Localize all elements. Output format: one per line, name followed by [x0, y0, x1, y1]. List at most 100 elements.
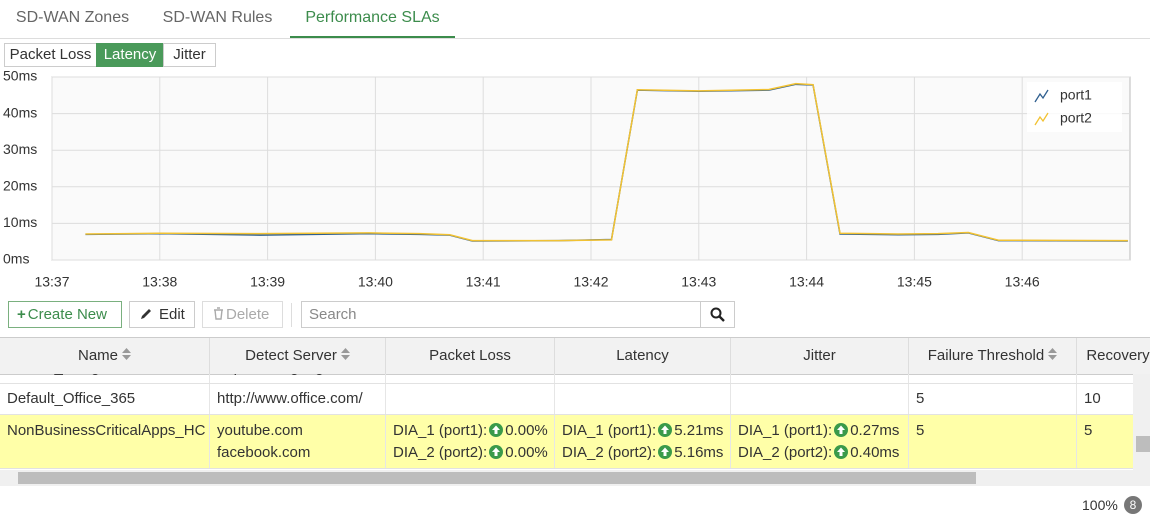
cell-text: youtube.com [217, 422, 303, 439]
table-cell: 10 [1077, 384, 1133, 414]
table-row[interactable]: NonBusinessCriticalApps_HC youtube.com fac… [0, 415, 1133, 469]
table-row[interactable]: Default_Google Search http://www.google.c… [0, 374, 1133, 384]
table-cell: Default_Office_365 [0, 384, 210, 414]
y-tick-label: 20ms [3, 178, 37, 194]
table-cell [731, 374, 909, 383]
table-cell [555, 384, 731, 414]
x-tick-label: 13:40 [358, 274, 393, 290]
edit-button[interactable]: Edit [129, 301, 195, 328]
y-tick-label: 30ms [3, 141, 37, 157]
column-label: Detect Server [245, 347, 337, 364]
cell-text: http://www.google.com/ [217, 374, 378, 379]
metric-line: DIA_1 (port1): 0.27ms [738, 420, 901, 442]
table-cell: 10 [1077, 374, 1133, 383]
column-label: Latency [616, 347, 669, 364]
y-tick-label: 40ms [3, 104, 37, 120]
table-cell: 5 [1077, 415, 1133, 468]
legend-swatch [1034, 112, 1049, 126]
table-cell: http://www.office.com/ [210, 384, 386, 414]
table-cell: Default_Google Search [0, 374, 210, 383]
table-cell: http://www.google.com/ [210, 374, 386, 383]
metric-line: DIA_1 (port1): 0.00% [393, 420, 548, 442]
separator [291, 303, 292, 327]
metric-label: DIA_2 (port2): [738, 444, 833, 461]
cell-text: 5 [916, 390, 925, 407]
scroll-thumb[interactable] [1136, 436, 1150, 452]
tab[interactable]: SD-WAN Rules [162, 9, 273, 26]
metric-label: DIA_1 (port1): [562, 422, 657, 439]
table-cell: DIA_1 (port1): 0.00% DIA_2 (port2): 0.00% [386, 415, 555, 468]
metric-value: 0.40ms [850, 444, 900, 461]
table-body: Default_Google Search http://www.google.c… [0, 374, 1133, 470]
column-header[interactable]: Name [0, 338, 210, 374]
table-cell: 5 [909, 415, 1077, 468]
x-tick-label: 13:45 [897, 274, 932, 290]
sort-icon[interactable] [340, 348, 350, 360]
cell-text: 10 [1084, 390, 1101, 407]
delete-button: Delete [202, 301, 283, 328]
v-scrollbar[interactable] [1133, 374, 1150, 486]
search-placeholder: Search [309, 306, 357, 323]
create-button[interactable]: + Create New [8, 301, 122, 328]
table-cell [386, 384, 555, 414]
column-header: Packet Loss [386, 338, 555, 374]
x-tick-label: 13:38 [142, 274, 177, 290]
cell-text: 5 [916, 422, 925, 439]
metric-button[interactable]: Latency [96, 43, 164, 67]
column-header[interactable]: Detect Server [210, 338, 386, 374]
tab[interactable]: SD-WAN Zones [15, 9, 130, 26]
cell-text: 5 [916, 374, 1069, 379]
search-box[interactable]: Search [301, 301, 701, 328]
tab[interactable]: Performance SLAs [290, 0, 455, 38]
x-tick-label: 13:41 [466, 274, 501, 290]
sort-icon[interactable] [1048, 348, 1058, 360]
edit-label: Edit [159, 306, 185, 323]
legend-box [1027, 82, 1122, 132]
cell-text: 10 [1084, 374, 1133, 379]
table-row[interactable]: Default_Office_365 http://www.office.com/… [0, 384, 1133, 415]
metric-value: 0.00% [505, 422, 548, 439]
cell-text: 5 [1084, 422, 1093, 439]
y-tick-label: 0ms [3, 251, 29, 267]
cell-text: NonBusinessCriticalApps_HC [7, 422, 206, 439]
column-label: Recovery [1086, 347, 1150, 364]
create-label: Create New [27, 306, 107, 323]
status-up-icon [658, 423, 673, 437]
column-label: Packet Loss [429, 347, 511, 364]
metric-label: DIA_2 (port2): [562, 444, 657, 461]
sort-icon[interactable] [122, 348, 131, 360]
metric-button[interactable]: Packet Loss [4, 43, 97, 67]
table-cell: youtube.com facebook.com [210, 415, 386, 468]
status-up-icon [658, 445, 673, 459]
legend-label: port1 [1060, 87, 1092, 103]
table-cell: 5 [909, 384, 1077, 414]
metric-value: 0.27ms [850, 422, 900, 439]
y-tick-label: 50ms [3, 68, 37, 84]
metric-button[interactable]: Jitter [163, 43, 216, 67]
column-header: Latency [555, 338, 731, 374]
table-cell: 5 [909, 374, 1077, 383]
legend-swatch [1034, 89, 1049, 103]
search-button[interactable] [700, 301, 735, 328]
table-cell [386, 374, 555, 383]
delete-label: Delete [226, 306, 270, 323]
metric-line: DIA_2 (port2): 0.40ms [738, 442, 901, 464]
x-tick-label: 13:39 [250, 274, 285, 290]
table-cell [555, 374, 731, 383]
cell-text: Default_Office_365 [7, 390, 136, 407]
status-up-icon [489, 445, 504, 459]
tab-bar: SD-WAN Zones SD-WAN Rules Performance SLAs [0, 0, 1150, 39]
table-cell: DIA_1 (port1): 0.27ms DIA_2 (port2): 0.40ms [731, 415, 909, 468]
table-cell: DIA_1 (port1): 5.21ms DIA_2 (port2): 5.16ms [555, 415, 731, 468]
h-scrollbar[interactable] [0, 470, 1133, 486]
metric-label: DIA_1 (port1): [393, 422, 488, 439]
series-line [85, 82, 1128, 242]
scroll-thumb[interactable] [18, 472, 976, 484]
status-up-icon [489, 423, 504, 437]
column-header[interactable]: Failure Threshold [909, 338, 1077, 374]
table-cell [731, 384, 909, 414]
chart: 0ms 10ms 20ms 30ms 40ms 50ms 13:37 13:38 13:39 13… [3, 68, 1131, 290]
column-header: Recovery [1077, 338, 1150, 374]
table-header: Name Detect Server Packet Loss Latency Jitte… [0, 337, 1150, 375]
